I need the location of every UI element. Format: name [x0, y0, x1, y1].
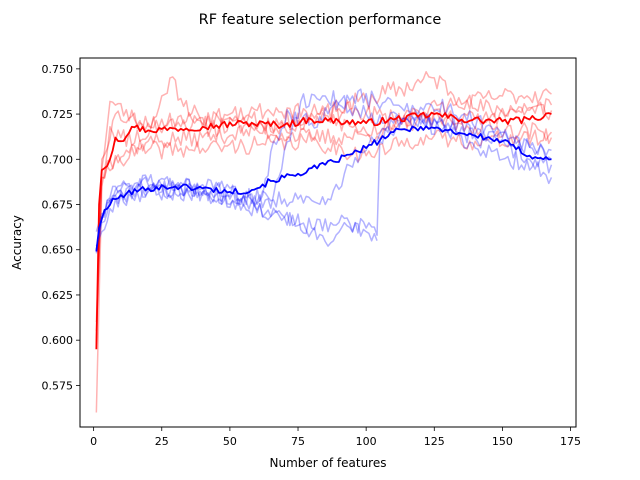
y-tick-label: 0.600 — [42, 334, 74, 347]
series-line-10 — [95, 111, 552, 350]
series-line-11 — [95, 125, 552, 252]
y-tick-label: 0.675 — [42, 199, 74, 212]
series-line-9 — [95, 113, 553, 250]
x-axis-label: Number of features — [270, 456, 387, 470]
x-tick-label: 75 — [291, 435, 305, 448]
x-tick-label: 175 — [560, 435, 581, 448]
series-line-1 — [95, 87, 552, 344]
x-tick-label: 125 — [424, 435, 445, 448]
x-axis: 0 25 50 75 100 125 150 175 — [90, 427, 581, 448]
x-tick-label: 100 — [356, 435, 377, 448]
series-line-3 — [95, 128, 553, 323]
y-tick-label: 0.625 — [42, 289, 74, 302]
series-line-0 — [95, 71, 553, 413]
series-line-6 — [95, 115, 553, 247]
series-line-8 — [95, 88, 552, 254]
series-line-5 — [95, 173, 378, 250]
y-tick-label: 0.650 — [42, 244, 74, 257]
y-axis: 0.575 0.600 0.625 0.650 0.675 0.700 0.725 0.750 — [42, 63, 80, 392]
series-layer — [95, 71, 553, 413]
x-tick-label: 150 — [492, 435, 513, 448]
y-tick-label: 0.700 — [42, 153, 74, 166]
x-tick-label: 25 — [155, 435, 169, 448]
y-tick-label: 0.750 — [42, 63, 74, 76]
axes-frame — [79, 57, 577, 428]
chart-title: RF feature selection performance — [199, 12, 442, 28]
series-line-2 — [95, 111, 553, 332]
y-axis-label: Accuracy — [10, 215, 24, 270]
x-tick-label: 0 — [90, 435, 97, 448]
y-tick-label: 0.575 — [42, 379, 74, 392]
y-tick-label: 0.725 — [42, 108, 74, 121]
x-tick-label: 50 — [223, 435, 237, 448]
